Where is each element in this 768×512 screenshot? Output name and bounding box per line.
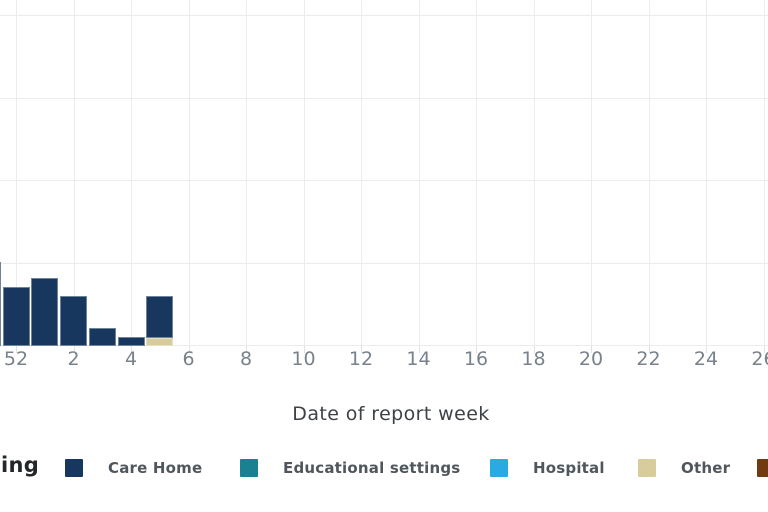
gridline-vertical — [188, 0, 190, 346]
bar-segment-week-5 — [146, 338, 174, 346]
x-tick-label: 8 — [239, 348, 253, 370]
x-axis-tick — [246, 346, 247, 353]
legend-item-cropped — [757, 459, 768, 477]
gridline-vertical — [476, 0, 477, 346]
legend-swatch-other — [638, 459, 656, 477]
x-axis-tick — [763, 346, 765, 353]
legend-label-care-home: Care Home — [108, 459, 203, 477]
x-tick-label: 22 — [636, 348, 661, 370]
legend-swatch-cropped — [757, 459, 768, 477]
x-axis-tick — [303, 346, 305, 353]
legend-label-other: Other — [681, 459, 731, 477]
x-tick-label: 4 — [124, 348, 138, 370]
gridline-vertical — [16, 0, 17, 346]
bar-segment-week-2 — [60, 296, 87, 346]
bar-segment-week-1 — [31, 278, 59, 346]
gridline-vertical — [533, 0, 535, 346]
gridline-vertical — [763, 0, 765, 346]
x-axis-tick — [131, 346, 132, 353]
x-tick-label: 12 — [348, 348, 374, 370]
x-axis-tick — [418, 346, 420, 353]
gridline-vertical — [591, 0, 592, 346]
x-axis-tick — [648, 346, 650, 353]
gridline-vertical — [418, 0, 420, 346]
x-axis-tick — [476, 346, 477, 353]
x-tick-label: 26 — [751, 348, 768, 370]
x-tick-label: 16 — [463, 348, 489, 370]
gridline-vertical — [246, 0, 247, 346]
gridline-vertical — [648, 0, 650, 346]
x-tick-label: 14 — [406, 348, 431, 370]
x-tick-label: 10 — [291, 348, 316, 370]
x-axis-tick — [361, 346, 362, 353]
legend-swatch-hospital — [490, 459, 508, 477]
gridline-horizontal — [0, 262, 768, 264]
gridline-horizontal — [0, 345, 768, 346]
x-axis-tick — [188, 346, 190, 353]
gridline-horizontal — [0, 15, 768, 16]
legend-title-cropped: ing — [1, 453, 40, 477]
gridline-vertical — [73, 0, 75, 346]
gridline-vertical — [303, 0, 305, 346]
gridline-vertical — [131, 0, 132, 346]
x-tick-label: 24 — [693, 348, 719, 370]
gridline-horizontal — [0, 97, 768, 99]
gridline-vertical — [361, 0, 362, 346]
x-tick-label: 52 — [3, 348, 29, 370]
x-tick-label: 18 — [521, 348, 546, 370]
legend-item-other: Other — [638, 459, 730, 477]
bar-segment-week-52 — [2, 287, 30, 346]
x-axis-tick — [533, 346, 535, 353]
x-axis-title: Date of report week — [292, 403, 490, 425]
x-tick-label: 2 — [67, 348, 80, 370]
bar-segment-week-3 — [88, 328, 116, 346]
x-tick-label: 20 — [578, 348, 604, 370]
bar-segment-week-5 — [146, 296, 174, 338]
bar-segment-week-4 — [117, 337, 145, 346]
legend-swatch-care-home — [65, 459, 83, 477]
x-tick-label: 6 — [182, 348, 195, 370]
legend-label-hospital: Hospital — [533, 459, 605, 477]
bar-segment-week-51 — [0, 262, 1, 346]
legend-label-educational-settings: Educational settings — [283, 459, 461, 477]
x-axis-tick — [706, 346, 707, 353]
gridline-horizontal — [0, 180, 768, 181]
legend-item-hospital: Hospital — [490, 459, 605, 477]
x-axis-tick — [73, 346, 75, 353]
x-axis-tick — [591, 346, 592, 353]
gridline-vertical — [706, 0, 707, 346]
legend-item-care-home: Care Home — [65, 459, 202, 477]
legend-swatch-educational-settings — [240, 459, 258, 477]
x-axis-tick — [16, 346, 17, 353]
legend-item-educational-settings: Educational settings — [240, 459, 460, 477]
